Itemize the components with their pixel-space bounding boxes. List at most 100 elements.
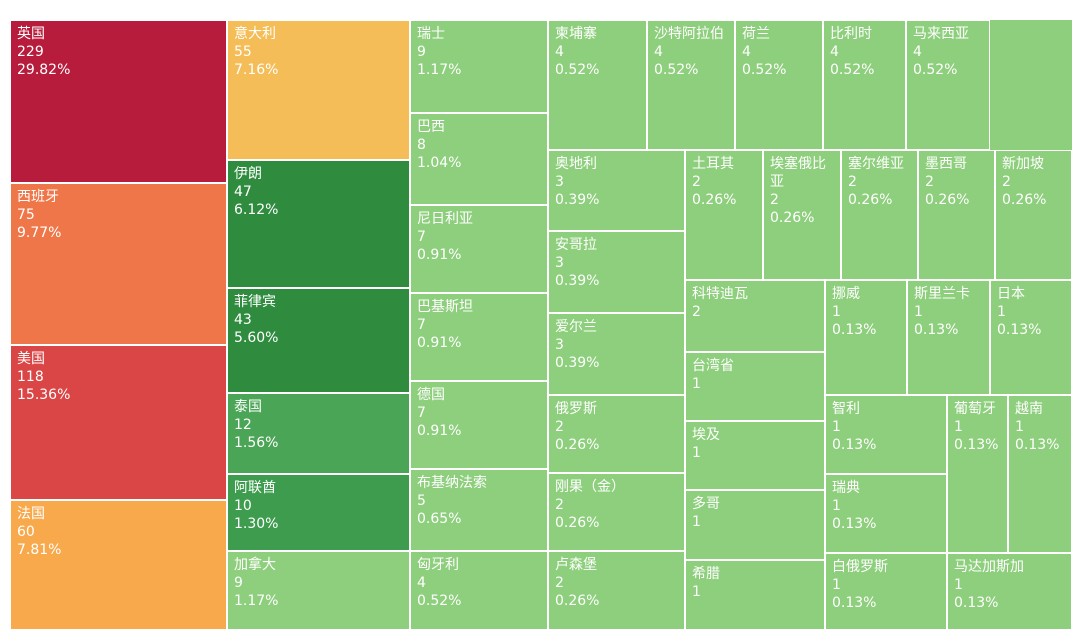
tile-name: 埃塞俄比亚: [770, 156, 826, 190]
tile-value: 2: [925, 174, 934, 190]
tile-value: 4: [555, 44, 564, 60]
tile: 越南 1 0.13%: [1008, 395, 1072, 553]
tile: 爱尔兰 3 0.39%: [548, 313, 685, 395]
tile: 安哥拉 3 0.39%: [548, 231, 685, 313]
tile-percent: 0.13%: [954, 595, 999, 611]
tile: 俄罗斯 2 0.26%: [548, 395, 685, 473]
tile-value: 9: [234, 575, 243, 591]
tile-percent: 0.26%: [1002, 192, 1047, 208]
tile: 西班牙 75 9.77%: [10, 183, 227, 345]
tile-percent: 0.52%: [555, 62, 600, 78]
tile-value: 2: [692, 304, 701, 320]
tile-name: 智利: [832, 401, 860, 417]
tile-value: 1: [692, 445, 701, 461]
tile-percent: 0.91%: [417, 247, 462, 263]
tile-percent: 7.16%: [234, 62, 279, 78]
tile: 葡萄牙 1 0.13%: [947, 395, 1008, 553]
tile-name: 希腊: [692, 566, 720, 582]
tile: 加拿大 9 1.17%: [227, 551, 410, 630]
tile: 意大利 55 7.16%: [227, 20, 410, 160]
tile-percent: 0.52%: [417, 593, 462, 609]
tile-value: 75: [17, 207, 35, 223]
tile-value: 2: [770, 192, 779, 208]
tile-name: 挪威: [832, 286, 860, 302]
tile-name: 英国: [17, 26, 45, 42]
tile: 美国 118 15.36%: [10, 345, 227, 500]
tile: 德国 7 0.91%: [410, 381, 548, 469]
tile-percent: 7.81%: [17, 542, 62, 558]
tile-name: 爱尔兰: [555, 319, 597, 335]
tile-percent: 0.91%: [417, 423, 462, 439]
tile: 马达加斯加 1 0.13%: [947, 553, 1072, 630]
tile: 瑞典 1 0.13%: [825, 474, 947, 553]
tile-value: 3: [555, 174, 564, 190]
tile-percent: 0.52%: [742, 62, 787, 78]
tile: 希腊 1: [685, 560, 825, 630]
tile-value: 1: [832, 304, 841, 320]
tile-percent: 0.26%: [848, 192, 893, 208]
tile: 埃塞俄比亚 2 0.26%: [763, 150, 841, 280]
tile: 荷兰 4 0.52%: [735, 20, 823, 150]
tile-percent: 1.04%: [417, 155, 462, 171]
tile: 柬埔寨 4 0.52%: [548, 20, 647, 150]
tile-value: 4: [913, 44, 922, 60]
tile-name: 斯里兰卡: [914, 286, 970, 302]
tile-name: 美国: [17, 351, 45, 367]
tile-percent: 0.65%: [417, 511, 462, 527]
tile: 刚果（金） 2 0.26%: [548, 473, 685, 551]
tile-percent: 5.60%: [234, 330, 279, 346]
tile: 科特迪瓦 2: [685, 280, 825, 352]
tile-name: 葡萄牙: [954, 401, 996, 417]
tile: 塞尔维亚 2 0.26%: [841, 150, 918, 280]
tile-name: 台湾省: [692, 358, 734, 374]
tile-name: 伊朗: [234, 166, 262, 182]
tile-name: 匈牙利: [417, 557, 459, 573]
tile-percent: 1.56%: [234, 435, 279, 451]
tile-value: 7: [417, 229, 426, 245]
tile: 墨西哥 2 0.26%: [918, 150, 995, 280]
tile-value: 7: [417, 405, 426, 421]
tile-value: 43: [234, 312, 252, 328]
tile-percent: 0.39%: [555, 355, 600, 371]
tile-name: 巴西: [417, 119, 445, 135]
tile-percent: 0.26%: [770, 210, 815, 226]
tile-value: 4: [654, 44, 663, 60]
tile-value: 2: [555, 419, 564, 435]
tile-percent: 0.13%: [1015, 437, 1060, 453]
tile: 埃及 1: [685, 421, 825, 490]
tile-name: 越南: [1015, 401, 1043, 417]
tile-value: 3: [555, 255, 564, 271]
tile-name: 多哥: [692, 496, 720, 512]
tile-value: 10: [234, 498, 252, 514]
tile-name: 尼日利亚: [417, 211, 473, 227]
tile-value: 1: [997, 304, 1006, 320]
tile-name: 荷兰: [742, 26, 770, 42]
tile-value: 1: [914, 304, 923, 320]
tile-value: 7: [417, 317, 426, 333]
tile-value: 2: [555, 575, 564, 591]
tile-percent: 1.17%: [417, 62, 462, 78]
tile-name: 日本: [997, 286, 1025, 302]
tile-value: 1: [692, 584, 701, 600]
tile-percent: 0.13%: [914, 322, 959, 338]
tile-percent: 15.36%: [17, 387, 71, 403]
tile-value: 118: [17, 369, 44, 385]
tile-value: 3: [555, 337, 564, 353]
tile-value: 1: [954, 577, 963, 593]
tile: 阿联酋 10 1.30%: [227, 474, 410, 551]
tile-percent: 1.17%: [234, 593, 279, 609]
tile: 巴西 8 1.04%: [410, 113, 548, 205]
tile-percent: 0.52%: [654, 62, 699, 78]
tile-name: 菲律宾: [234, 294, 276, 310]
tile-value: 1: [954, 419, 963, 435]
tile-value: 12: [234, 417, 252, 433]
tile-name: 巴基斯坦: [417, 299, 473, 315]
tile-name: 俄罗斯: [555, 401, 597, 417]
tile-percent: 6.12%: [234, 202, 279, 218]
tile-name: 埃及: [692, 427, 720, 443]
tile-percent: 0.13%: [832, 322, 877, 338]
tile-name: 新加坡: [1002, 156, 1044, 172]
tile: 土耳其 2 0.26%: [685, 150, 763, 280]
tile-name: 科特迪瓦: [692, 286, 748, 302]
tile-name: 奥地利: [555, 156, 597, 172]
